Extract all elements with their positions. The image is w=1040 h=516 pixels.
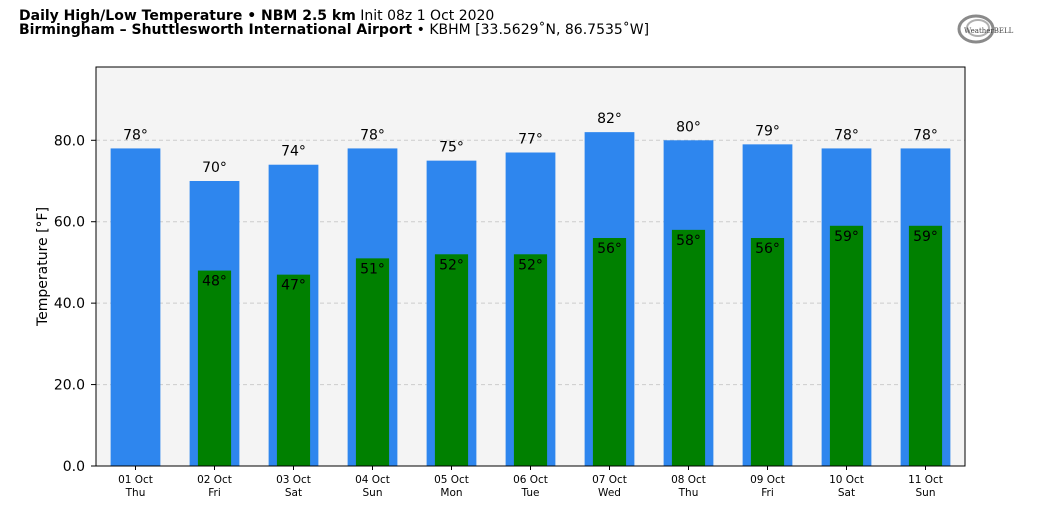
x-tick-day: Fri: [761, 487, 774, 499]
x-tick-day: Thu: [678, 487, 699, 499]
low-temp-label: 52°: [439, 257, 464, 273]
bars: [110, 132, 951, 467]
high-temp-label: 77°: [518, 132, 543, 148]
x-tick-day: Wed: [598, 487, 621, 499]
init-time: Init 08z 1 Oct 2020: [360, 8, 495, 24]
station-name: Birmingham – Shuttlesworth International…: [19, 22, 413, 38]
x-tick-day: Thu: [125, 487, 146, 499]
value-labels: 78° 70° 74° 78° 75° 77° 82° 80° 79° 78° 78° 48° 47° 5…: [123, 111, 938, 294]
low-temp-label: 51°: [360, 261, 385, 277]
x-tick-day: Sat: [838, 487, 855, 499]
title-bold: Daily High/Low Temperature • NBM 2.5 km: [19, 8, 356, 24]
high-temp-label: 70°: [202, 160, 227, 176]
low-temp-bar: [908, 225, 943, 466]
high-temp-bar: [110, 148, 161, 466]
high-temp-label: 74°: [281, 144, 306, 160]
low-temp-label: 56°: [755, 241, 780, 257]
low-temp-bar: [434, 254, 469, 466]
x-tick-date: 09 Oct: [750, 474, 785, 486]
low-temp-label: 59°: [834, 229, 859, 245]
station-coords: • KBHM [33.5629˚N, 86.7535˚W]: [416, 22, 650, 38]
high-temp-label: 75°: [439, 140, 464, 156]
y-tick-label: 40.0: [54, 296, 85, 312]
x-tick-date: 03 Oct: [276, 474, 311, 486]
high-temp-label: 80°: [676, 119, 701, 135]
x-tick-day: Sun: [916, 487, 936, 499]
low-temp-label: 56°: [597, 241, 622, 257]
x-tick-day: Mon: [440, 487, 462, 499]
low-temp-label: 52°: [518, 257, 543, 273]
high-temp-label: 78°: [360, 127, 385, 143]
y-tick-label: 80.0: [54, 133, 85, 149]
low-temp-bar: [750, 238, 785, 466]
x-tick-date: 07 Oct: [592, 474, 627, 486]
low-temp-bar: [513, 254, 548, 466]
high-temp-label: 82°: [597, 111, 622, 127]
high-temp-label: 78°: [123, 127, 148, 143]
low-temp-bar: [355, 258, 390, 466]
low-temp-bar: [829, 225, 864, 466]
high-temp-label: 79°: [755, 123, 780, 139]
chart-title: Daily High/Low Temperature • NBM 2.5 km …: [19, 9, 494, 24]
low-temp-label: 59°: [913, 229, 938, 245]
x-tick-day: Tue: [521, 487, 540, 499]
x-tick-date: 02 Oct: [197, 474, 232, 486]
low-temp-bar: [276, 274, 311, 466]
y-tick-label: 20.0: [54, 378, 85, 394]
logo-text: WeatherBELL: [964, 27, 1014, 35]
low-temp-bar: [671, 229, 706, 466]
x-tick-date: 11 Oct: [908, 474, 943, 486]
x-tick-date: 08 Oct: [671, 474, 706, 486]
y-tick-label: 60.0: [54, 215, 85, 231]
x-tick-date: 01 Oct: [118, 474, 153, 486]
x-tick-day: Fri: [208, 487, 221, 499]
weatherbell-logo-icon: WeatherBELL: [957, 14, 1014, 44]
x-tick-date: 06 Oct: [513, 474, 548, 486]
x-tick-day: Sun: [363, 487, 383, 499]
y-tick-label: 0.0: [63, 459, 85, 475]
high-temp-label: 78°: [913, 127, 938, 143]
low-temp-bar: [592, 238, 627, 466]
x-tick-date: 05 Oct: [434, 474, 469, 486]
y-axis-label: Temperature [°F]: [35, 207, 51, 327]
y-axis: 0.0 20.0 40.0 60.0 80.0: [54, 133, 96, 475]
x-tick-date: 10 Oct: [829, 474, 864, 486]
high-temp-label: 78°: [834, 127, 859, 143]
low-temp-label: 58°: [676, 233, 701, 249]
x-tick-date: 04 Oct: [355, 474, 390, 486]
low-temp-label: 47°: [281, 278, 306, 294]
chart-subtitle: Birmingham – Shuttlesworth International…: [19, 23, 649, 38]
x-tick-day: Sat: [285, 487, 302, 499]
low-temp-bar: [197, 270, 232, 466]
low-temp-label: 48°: [202, 274, 227, 290]
